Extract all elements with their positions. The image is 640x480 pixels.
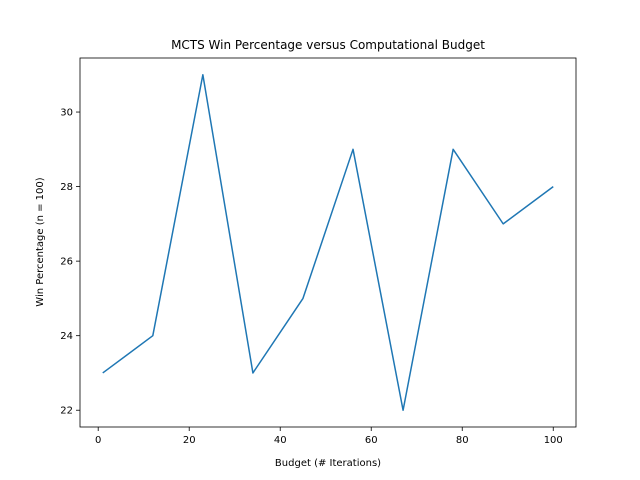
x-tick-label: 40 xyxy=(274,435,287,446)
x-axis: 0 20 40 60 80 100 xyxy=(95,427,563,446)
plot-frame xyxy=(79,57,577,428)
x-tick-label: 80 xyxy=(456,435,469,446)
y-tick-label: 26 xyxy=(60,257,73,268)
x-tick-label: 20 xyxy=(183,435,196,446)
y-axis-title: Win Percentage (n = 100) xyxy=(35,177,46,306)
x-tick-label: 60 xyxy=(365,435,378,446)
y-axis: 22 24 26 28 30 xyxy=(60,108,80,417)
series-layer xyxy=(102,74,554,411)
y-tick-label: 22 xyxy=(60,406,73,417)
plot-area xyxy=(79,57,577,428)
y-tick-label: 30 xyxy=(60,108,73,119)
series-line xyxy=(102,74,554,411)
x-tick-label: 100 xyxy=(544,435,563,446)
chart-title: MCTS Win Percentage versus Computational… xyxy=(171,38,485,52)
y-tick-label: 24 xyxy=(60,331,73,342)
x-axis-title: Budget (# Iterations) xyxy=(275,458,381,469)
x-tick-label: 0 xyxy=(95,435,101,446)
y-tick-label: 28 xyxy=(60,182,73,193)
